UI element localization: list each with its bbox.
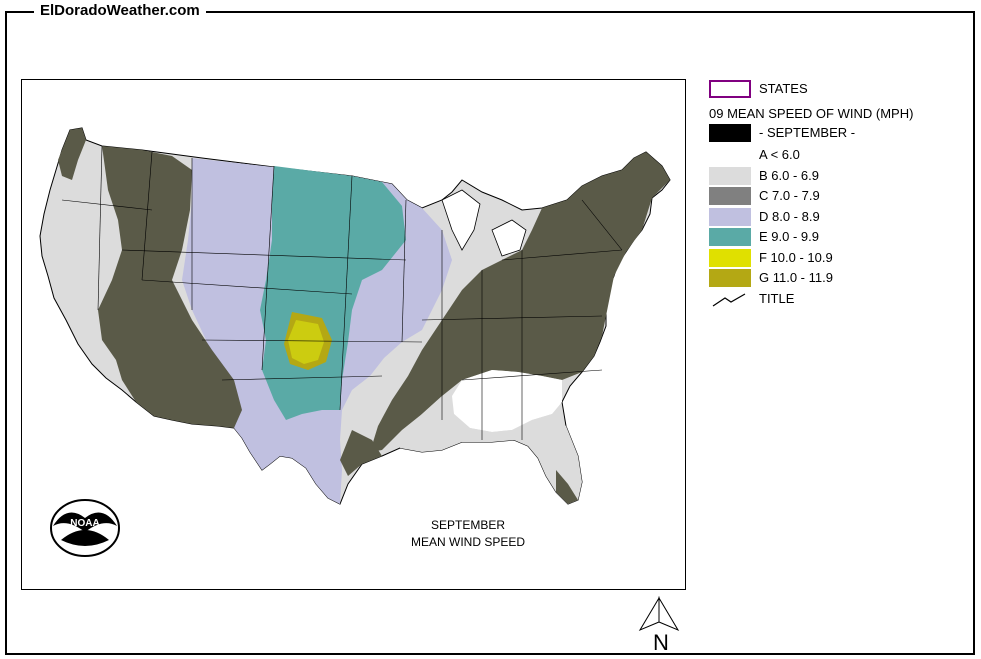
- title-line-icon: [712, 293, 746, 307]
- zone-f: [288, 320, 324, 364]
- legend-class-label: D 8.0 - 8.9: [759, 208, 820, 224]
- map-caption-title: MEAN WIND SPEED: [410, 535, 525, 549]
- legend-class-swatch: [709, 146, 751, 164]
- zone-a: [452, 370, 562, 432]
- site-title: ElDoradoWeather.com: [34, 2, 206, 19]
- map-caption-month: SEPTEMBER: [430, 518, 505, 532]
- legend-class-swatch: [709, 248, 751, 267]
- north-arrow-icon: N: [638, 596, 680, 654]
- page-frame: [5, 11, 975, 655]
- legend-class-label: F 10.0 - 10.9: [759, 249, 833, 265]
- legend-class-swatch: [709, 207, 751, 226]
- legend-class-label: G 11.0 - 11.9: [759, 270, 833, 285]
- legend-class-swatch: [709, 166, 751, 185]
- month-swatch: [709, 124, 751, 142]
- legend-class-swatch: [709, 187, 751, 205]
- north-label: N: [653, 630, 669, 654]
- zone-c-coast: [58, 128, 86, 180]
- zone-c-west: [98, 146, 242, 428]
- legend-class-swatch: [709, 228, 751, 246]
- legend-month-label: - SEPTEMBER -: [759, 125, 856, 140]
- zone-c-east: [370, 152, 670, 452]
- legend-class-label: A < 6.0: [759, 147, 800, 162]
- noaa-logo: NOAA: [50, 499, 120, 557]
- legend-title-label: TITLE: [759, 291, 795, 306]
- zone-c-gulf: [340, 430, 382, 476]
- zone-c-florida: [556, 470, 578, 504]
- noaa-logo-text: NOAA: [70, 518, 99, 529]
- state-lines: [61, 145, 623, 440]
- legend-states-label: STATES: [759, 81, 808, 96]
- great-lakes: [441, 189, 527, 257]
- legend-heading: 09 MEAN SPEED OF WIND (MPH): [709, 106, 914, 121]
- legend-class-swatch: [709, 269, 751, 287]
- us-map-svg: [39, 127, 671, 505]
- states-swatch: [709, 80, 751, 98]
- wind-speed-map: NOAA SEPTEMBER MEAN WIND SPEED: [21, 79, 686, 590]
- legend-class-label: E 9.0 - 9.9: [759, 229, 819, 244]
- legend-class-label: B 6.0 - 6.9: [759, 167, 819, 183]
- zone-b-se: [400, 396, 582, 504]
- legend-class-label: C 7.0 - 7.9: [759, 188, 820, 203]
